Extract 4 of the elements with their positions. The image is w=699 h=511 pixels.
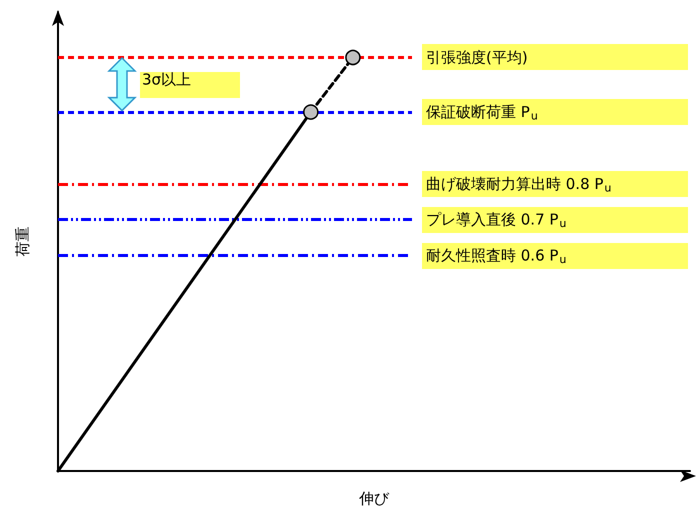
annotation: 3σ以上: [142, 70, 192, 88]
y-axis-title: 荷重: [14, 226, 32, 256]
ref-line-label: 引張強度(平均): [426, 48, 528, 66]
x-axis-title: 伸び: [358, 490, 390, 508]
